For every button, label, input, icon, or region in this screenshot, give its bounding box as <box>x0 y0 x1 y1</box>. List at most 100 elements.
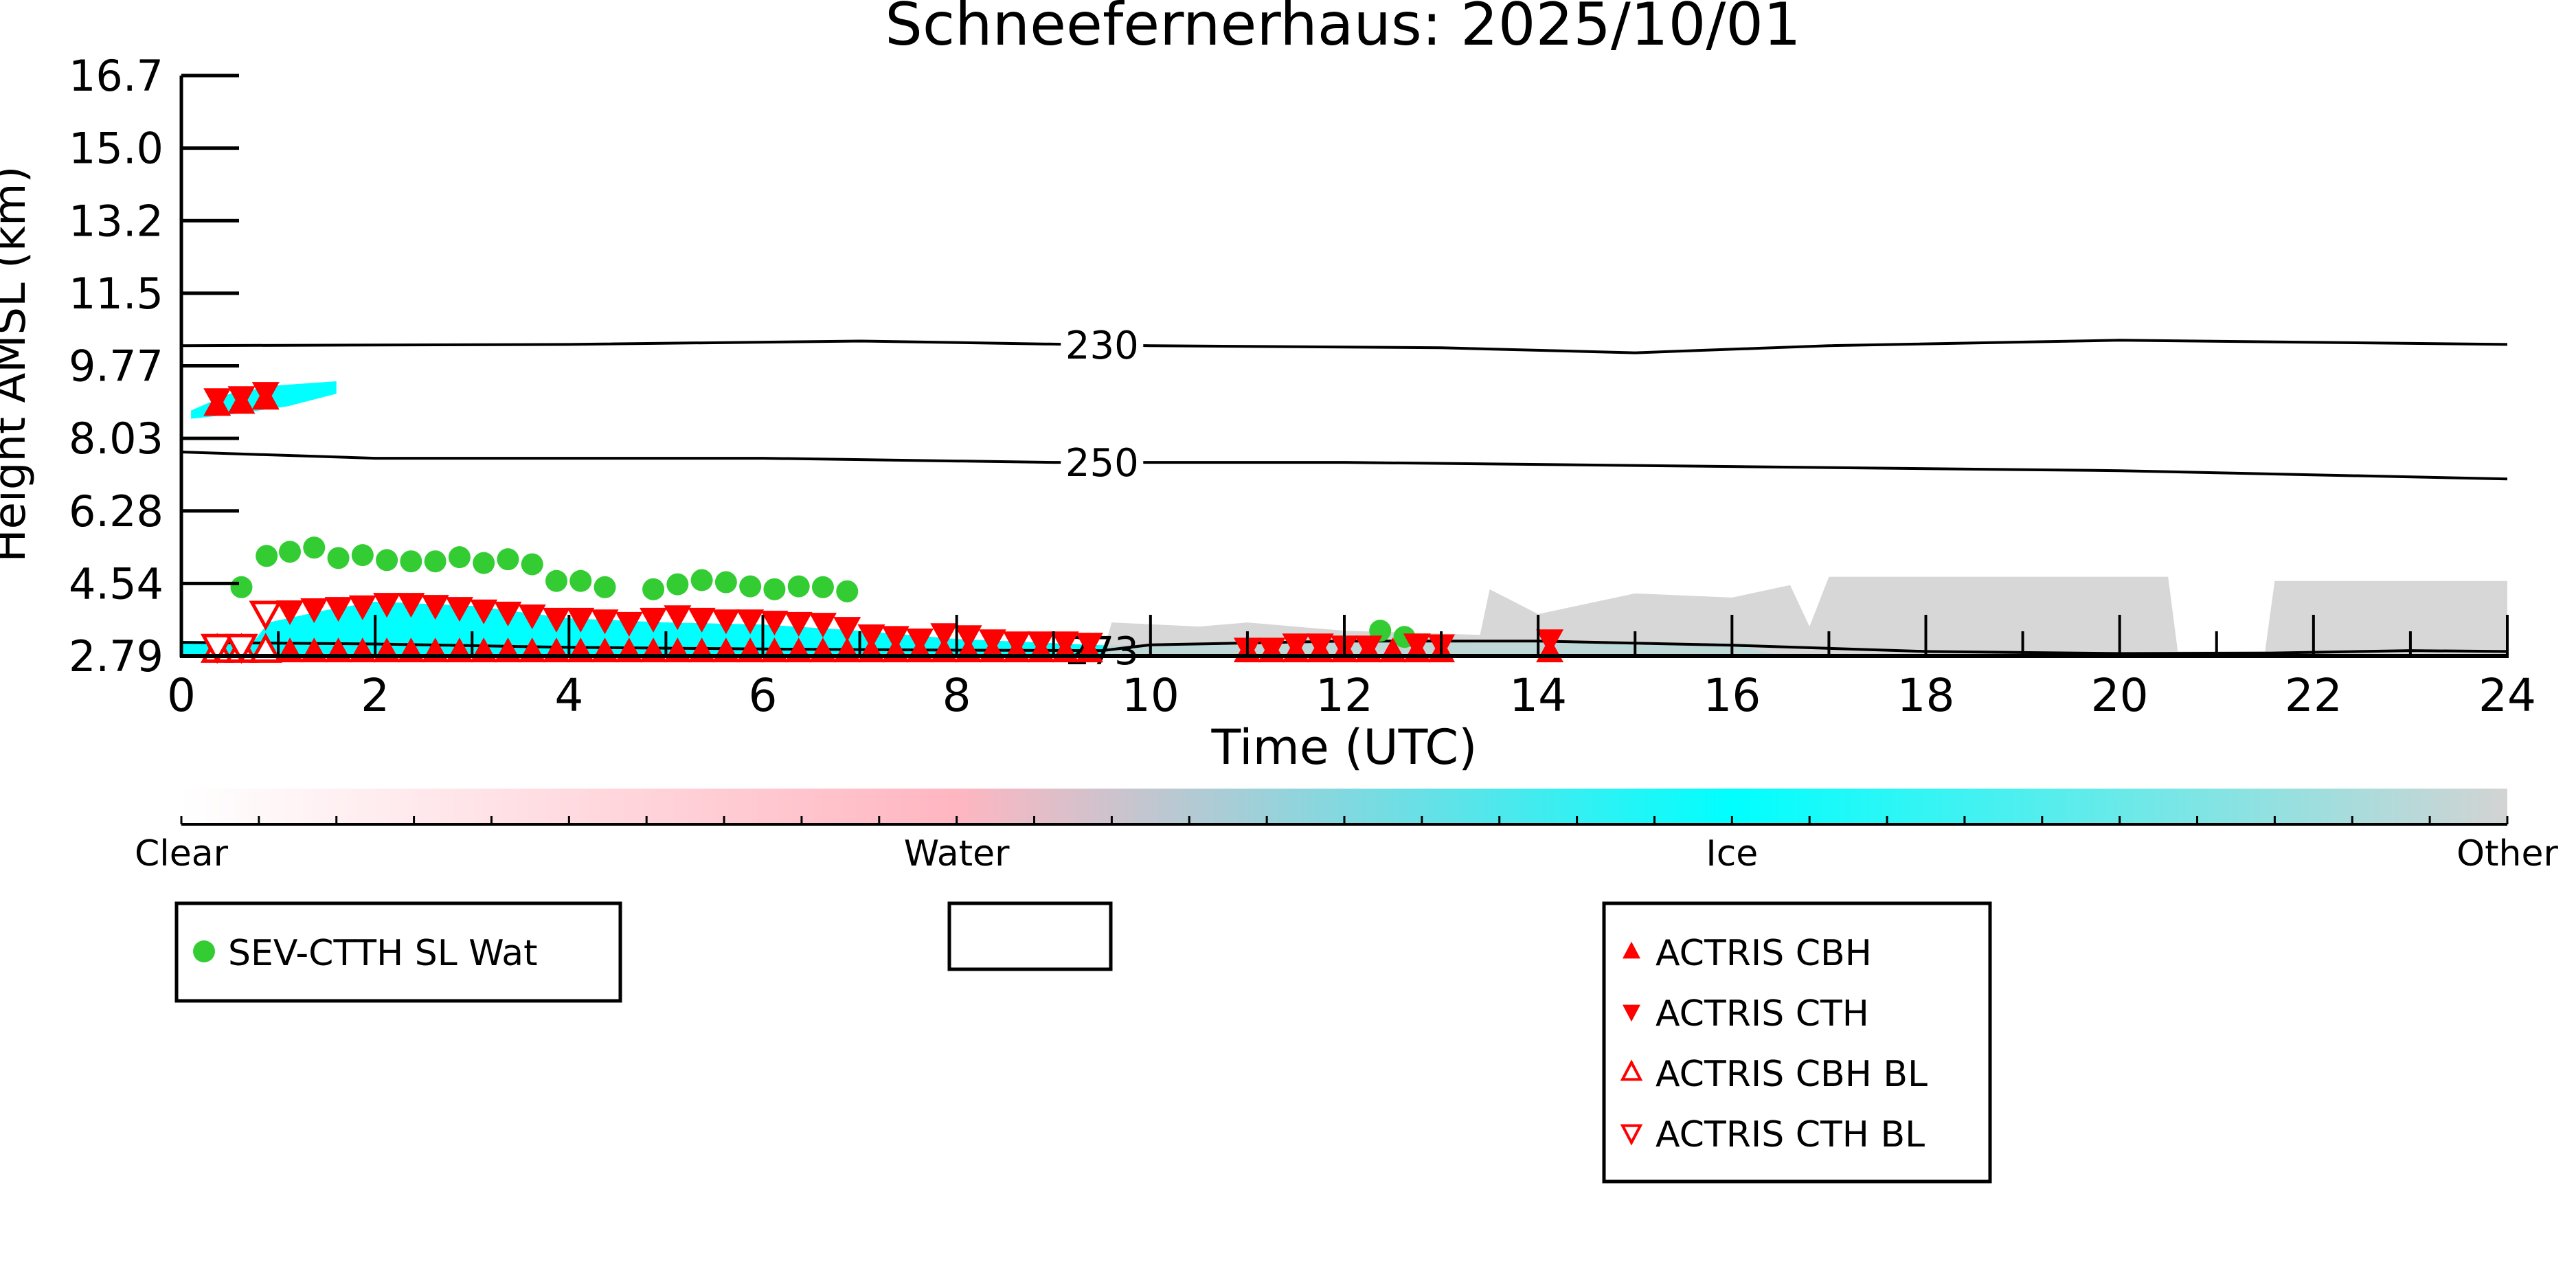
legend-triangle-up-icon <box>1620 1059 1643 1081</box>
marker-actris-cth-bl <box>200 633 234 664</box>
marker-actris-cth <box>954 625 982 651</box>
y-tick-label: 9.77 <box>69 341 163 392</box>
marker-actris-cth <box>567 607 595 633</box>
contour-line-250 <box>181 451 2508 481</box>
contour-label: 250 <box>1065 441 1139 486</box>
legend-label: ACTRIS CTH <box>1656 993 1869 1035</box>
legend-marker-circle <box>193 940 215 962</box>
marker-sev-ctth <box>424 550 447 573</box>
marker-sev-ctth <box>521 553 543 576</box>
marker-sev-ctth <box>279 541 302 563</box>
marker-actris-cth <box>833 617 861 642</box>
colorbar: Clear Water Ice Other <box>135 789 2558 874</box>
legend-triangle-up-icon <box>1623 941 1640 959</box>
legend-box <box>1602 901 1992 1184</box>
marker-actris-cth-bl <box>225 633 258 664</box>
y-tick-label: 16.7 <box>69 51 163 101</box>
chart-title: Schneefernerhaus: 2025/10/01 <box>885 0 1801 59</box>
marker-actris-cth <box>1027 631 1055 657</box>
marker-sev-ctth <box>690 569 713 591</box>
marker-actris-cth <box>251 382 280 407</box>
marker-sev-ctth <box>836 580 859 602</box>
marker-actris-cth <box>1075 633 1103 658</box>
legend-triangle-down-icon <box>1623 1004 1640 1022</box>
y-axis-label: Height AMSL (km) <box>0 166 36 563</box>
marker-actris-cth <box>712 609 740 635</box>
marker-actris-cth <box>421 595 449 620</box>
marker-sev-ctth <box>763 578 786 600</box>
marker-sev-ctth <box>787 575 810 598</box>
colorbar-label-ice: Ice <box>1706 833 1758 874</box>
marker-actris-cth <box>324 597 352 622</box>
x-tick-label: 24 <box>2478 669 2536 722</box>
legend-triangle-down-icon <box>1620 1124 1643 1146</box>
marker-actris-cth <box>276 600 304 626</box>
marker-sev-ctth <box>351 544 374 567</box>
marker-actris-cth <box>1003 631 1031 657</box>
marker-actris-cth <box>640 607 668 633</box>
legends: SEV-CTTH SL Wat ACTRIS CBH ACTRIS CTH ACTRI… <box>174 901 1992 1184</box>
marker-actris-cth <box>688 607 716 633</box>
x-tick-label: 2 <box>361 669 389 722</box>
y-tick-label: 11.5 <box>69 269 163 319</box>
contour-label-bg <box>1061 327 1144 363</box>
colorbar-label-clear: Clear <box>135 833 229 874</box>
marker-actris-cth <box>348 595 376 620</box>
contour-label: 273 <box>1065 629 1139 674</box>
x-tick-label: 22 <box>2285 669 2342 722</box>
marker-sev-ctth <box>327 547 350 569</box>
marker-actris-cth <box>809 613 837 638</box>
marker-actris-cth <box>930 623 958 648</box>
y-tick-label: 15.0 <box>69 124 163 174</box>
legend-label: ACTRIS CBH <box>1656 933 1872 974</box>
x-tick-label: 8 <box>942 669 971 722</box>
x-tick-label: 16 <box>1703 669 1761 722</box>
marker-sev-ctth <box>303 536 326 559</box>
marker-actris-cth <box>518 605 546 630</box>
y-tick-label: 8.03 <box>69 414 163 464</box>
marker-actris-cth-bl <box>249 600 282 631</box>
marker-actris-cth <box>1051 631 1079 657</box>
legend-box <box>947 901 1113 971</box>
contour-line-230 <box>181 339 2508 354</box>
x-tick-label: 0 <box>167 669 196 722</box>
y-tick-label: 6.28 <box>69 486 163 536</box>
marker-actris-cth <box>1536 629 1564 655</box>
marker-sev-ctth <box>545 569 567 592</box>
marker-actris-cth <box>591 609 619 635</box>
marker-actris-cth <box>881 626 909 651</box>
x-tick-label: 20 <box>2091 669 2149 722</box>
marker-actris-cth <box>1282 633 1310 659</box>
marker-actris-cth <box>1403 633 1431 659</box>
marker-actris-cth <box>784 611 813 637</box>
marker-actris-cth <box>445 597 473 622</box>
x-tick-label: 4 <box>554 669 583 722</box>
contour-label: 230 <box>1065 324 1139 368</box>
marker-actris-cth <box>300 598 328 623</box>
marker-sev-ctth <box>739 575 762 598</box>
y-tick-label: 4.54 <box>69 558 163 609</box>
marker-actris-cth <box>906 629 934 654</box>
marker-sev-ctth <box>497 548 519 571</box>
legend-label: ACTRIS CBH BL <box>1656 1054 1928 1095</box>
marker-sev-ctth <box>642 578 665 600</box>
x-tick-label: 12 <box>1315 669 1373 722</box>
marker-actris-cth <box>542 607 570 633</box>
marker-sev-ctth <box>569 569 592 592</box>
marker-sev-ctth <box>448 546 471 569</box>
contour-label-bg <box>1061 444 1144 481</box>
marker-sev-ctth <box>811 576 834 598</box>
x-tick-label: 14 <box>1509 669 1567 722</box>
marker-actris-cth <box>203 388 231 414</box>
marker-sev-ctth <box>714 571 737 594</box>
marker-sev-ctth <box>594 576 616 598</box>
x-tick-label: 18 <box>1897 669 1955 722</box>
marker-actris-cth <box>615 611 643 637</box>
marker-sev-ctth <box>666 573 689 596</box>
legend-label: SEV-CTTH SL Wat <box>228 933 538 974</box>
x-tick-label: 6 <box>749 669 778 722</box>
y-tick-label: 13.2 <box>69 196 163 246</box>
marker-actris-cth <box>470 599 498 624</box>
marker-sev-ctth <box>230 576 253 598</box>
